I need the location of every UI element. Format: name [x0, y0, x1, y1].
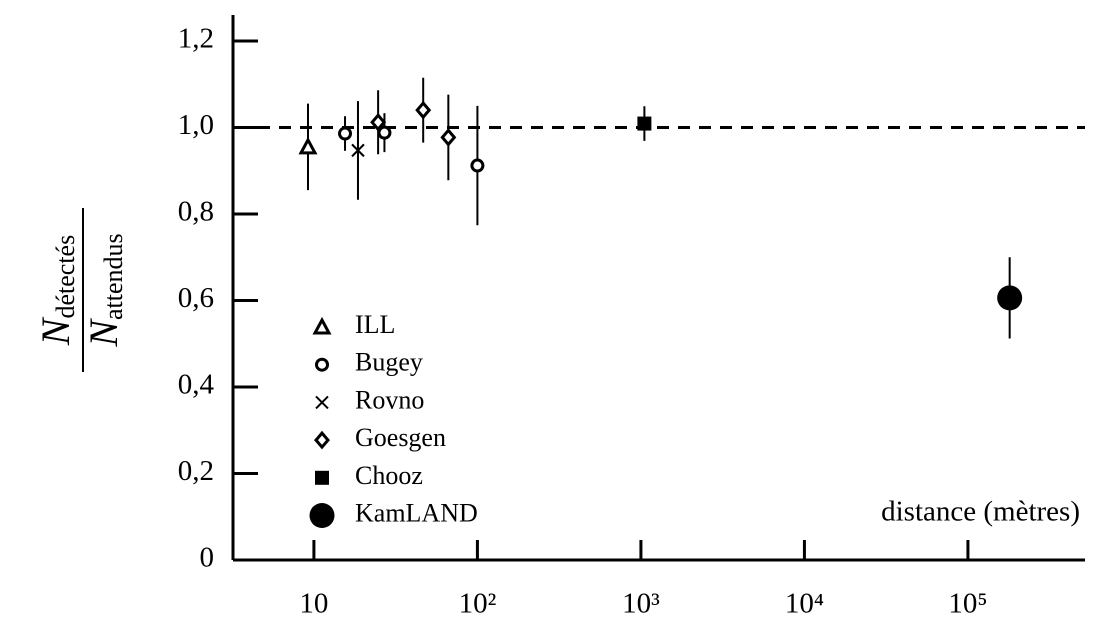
legend-marker	[315, 470, 329, 485]
subscript: attendus	[99, 233, 128, 320]
legend-marker	[309, 503, 335, 528]
x-tick-label: 10⁴	[785, 588, 824, 620]
y-tick-label: 0,6	[178, 282, 214, 314]
x-tick-label: 10²	[459, 588, 497, 620]
subscript: détectés	[51, 235, 80, 319]
legend-label: Bugey	[355, 348, 423, 377]
y-tick-label: 0,8	[178, 196, 214, 228]
symbol: N	[81, 318, 126, 348]
y-label-numerator: Ndétectés	[33, 235, 80, 346]
x-axis-label: distance (mètres)	[881, 496, 1080, 528]
marker-diamond	[440, 128, 457, 147]
marker-dot	[997, 285, 1023, 311]
x-tick-label: 10	[299, 588, 328, 620]
y-tick-label: 0,2	[178, 455, 214, 487]
legend-label: Chooz	[355, 461, 423, 490]
legend-marker	[314, 430, 330, 450]
y-label-denominator: Nattendus	[81, 233, 128, 347]
y-axis-label: Ndétectés Nattendus	[33, 208, 128, 372]
legend-label: ILL	[355, 310, 395, 339]
y-tick-label: 1,2	[178, 23, 214, 55]
marker-circle	[470, 158, 485, 173]
legend-label: KamLAND	[355, 498, 478, 527]
symbol: N	[33, 316, 78, 346]
marker-circle	[338, 126, 353, 141]
marker-square	[637, 116, 652, 131]
legend-marker	[315, 395, 329, 410]
y-tick-label: 0,4	[178, 369, 215, 401]
legend-label: Goesgen	[355, 423, 446, 452]
marker-circle	[377, 125, 392, 140]
legend-marker	[312, 316, 332, 335]
y-tick-label: 1,0	[178, 109, 214, 141]
marker-diamond	[370, 112, 387, 132]
legend-label: Rovno	[355, 385, 424, 414]
marker-triangle	[298, 136, 318, 155]
marker-cross	[351, 143, 365, 158]
x-tick-label: 10⁵	[948, 588, 987, 620]
y-tick-label: 0	[200, 542, 215, 574]
x-tick-label: 10³	[622, 588, 660, 620]
legend-marker	[315, 357, 329, 372]
marker-diamond	[415, 100, 432, 120]
